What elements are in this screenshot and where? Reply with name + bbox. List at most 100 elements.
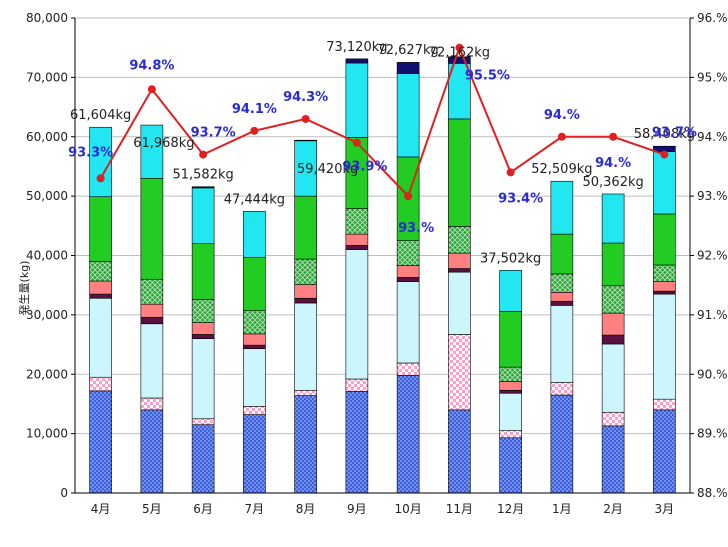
x-tick-label: 2月 <box>603 502 623 516</box>
total-label: 51,582kg <box>172 168 233 183</box>
total-label: 72,627kg <box>377 43 438 58</box>
rate-label: 93.4% <box>498 191 543 206</box>
bar-segment <box>243 414 266 494</box>
bar-segment <box>499 366 522 382</box>
bar-segment <box>89 376 112 392</box>
y-tick-label: 50,000 <box>26 189 68 203</box>
y2-tick-label: 88.% <box>697 486 728 500</box>
y-tick-label: 20,000 <box>26 367 68 381</box>
rate-label: 94.8% <box>129 58 174 73</box>
bar-segment <box>345 249 369 380</box>
rate-point <box>96 174 105 183</box>
bar-segment <box>601 242 625 287</box>
bar-segment <box>653 398 676 411</box>
bar-segment <box>243 344 266 350</box>
bar-segment <box>345 378 369 392</box>
bar-segment <box>448 252 471 269</box>
bar-segment <box>294 389 317 396</box>
bar-segment <box>396 265 420 278</box>
bar-segment <box>243 406 266 415</box>
bar-segment <box>89 261 112 282</box>
bars <box>89 56 676 494</box>
bar-segment <box>89 297 112 378</box>
total-label: 37,502kg <box>480 251 541 266</box>
bar-segment <box>601 411 625 427</box>
bar-segment <box>89 196 112 262</box>
rate-label: 93.% <box>398 221 434 236</box>
bar-segment <box>294 395 317 494</box>
x-tick-label: 6月 <box>193 502 213 516</box>
x-tick-label: 11月 <box>446 502 473 516</box>
bar-segment <box>243 256 266 312</box>
bar-segment <box>294 195 317 260</box>
bar-segment <box>191 338 215 420</box>
total-label: 61,604kg <box>70 108 131 123</box>
bar-segment <box>448 271 471 335</box>
rate-label: 94.% <box>595 156 631 171</box>
bar-segment <box>345 391 369 494</box>
bar-segment <box>550 382 574 396</box>
bar-segment <box>396 362 420 376</box>
y2-tick-label: 94.% <box>697 130 728 144</box>
x-tick-label: 5月 <box>142 502 162 516</box>
bar-segment <box>191 299 215 323</box>
bar-segment <box>89 390 112 494</box>
total-label: 58,408kg <box>634 127 695 142</box>
y2-tick-label: 96.% <box>697 11 728 25</box>
bar-segment <box>140 124 164 179</box>
y-tick-label: 30,000 <box>26 308 68 322</box>
bar-segment <box>345 233 369 246</box>
bar-segment <box>243 310 266 335</box>
y-tick-label: 60,000 <box>26 130 68 144</box>
bar-segment <box>140 303 164 318</box>
bar-segment <box>243 348 266 407</box>
bar-segment <box>499 389 522 394</box>
bar-segment <box>601 193 625 244</box>
rate-series-line <box>99 44 665 198</box>
bar-segment <box>294 284 317 299</box>
rate-point <box>147 85 156 94</box>
rate-point <box>199 150 208 159</box>
bar-segment <box>499 437 522 494</box>
rate-point <box>506 168 515 177</box>
rate-label: 94.% <box>544 108 580 123</box>
total-label: 61,968kg <box>133 136 194 151</box>
bar-segment <box>243 333 266 346</box>
y-tick-label: 80,000 <box>26 11 68 25</box>
rate-label: 93.3% <box>68 145 113 160</box>
rate-label: 93.9% <box>342 160 387 175</box>
bar-segment <box>550 180 574 235</box>
bar-segment <box>140 316 164 325</box>
bar-segment <box>140 323 164 399</box>
total-label: 50,362kg <box>582 175 643 190</box>
bar-segment <box>191 243 215 300</box>
bar-segment <box>345 58 369 64</box>
bar-segment <box>550 292 574 302</box>
total-label: 52,509kg <box>531 162 592 177</box>
axes: 0 10,000 20,000 30,000 40,000 50,000 60,000 70,… <box>26 11 728 516</box>
bar-segment <box>396 375 420 494</box>
bar-segment <box>653 281 676 292</box>
bar-segment <box>191 418 215 426</box>
bar-segment <box>345 62 369 138</box>
bar-segment <box>191 322 215 335</box>
rate-point <box>352 138 361 147</box>
total-label: 59,420kg <box>297 162 358 177</box>
bar-segment <box>191 186 215 189</box>
bar-segment <box>499 430 522 439</box>
bar-segment <box>243 211 266 258</box>
bar-segment <box>294 139 317 142</box>
bar-segment <box>89 126 112 198</box>
rate-point <box>660 150 669 159</box>
bar-segment <box>396 281 420 364</box>
bar-segment <box>601 334 625 345</box>
y2-tick-label: 95.% <box>697 70 728 84</box>
bar-segment <box>499 381 522 391</box>
rate-line <box>96 43 669 201</box>
rate-point <box>404 192 413 201</box>
bar-segment <box>550 394 574 494</box>
bar-segment <box>653 293 676 400</box>
